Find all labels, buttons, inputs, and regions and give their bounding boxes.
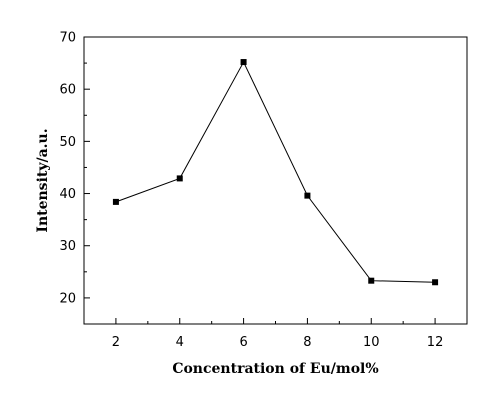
data-point bbox=[176, 175, 183, 182]
plot-frame bbox=[83, 36, 468, 325]
data-point bbox=[112, 198, 119, 205]
x-tick-label: 6 bbox=[239, 335, 247, 350]
y-tick-label: 70 bbox=[59, 31, 76, 46]
series-layer bbox=[112, 59, 439, 286]
y-axis-ticks: 20 30 40 50 60 70 bbox=[59, 31, 90, 325]
x-tick-label: 4 bbox=[176, 335, 184, 350]
y-tick-label: 60 bbox=[59, 83, 76, 98]
y-tick-label: 20 bbox=[59, 291, 76, 306]
y-tick-label: 40 bbox=[59, 187, 76, 202]
x-axis-ticks: 2 4 6 8 10 12 bbox=[83, 318, 468, 350]
x-tick-label: 8 bbox=[303, 335, 311, 350]
x-tick-label: 12 bbox=[427, 335, 444, 350]
data-point bbox=[304, 192, 311, 199]
x-tick-label: 10 bbox=[363, 335, 380, 350]
data-point bbox=[240, 59, 247, 66]
x-axis-label: Concentration of Eu/mol% bbox=[172, 361, 378, 377]
y-tick-label: 50 bbox=[59, 135, 76, 150]
data-point bbox=[432, 279, 439, 286]
data-point bbox=[368, 277, 375, 284]
y-axis-label: Intensity/a.u. bbox=[35, 128, 51, 232]
series-line bbox=[115, 60, 436, 283]
x-tick-label: 2 bbox=[112, 335, 120, 350]
y-tick-label: 30 bbox=[59, 239, 76, 254]
